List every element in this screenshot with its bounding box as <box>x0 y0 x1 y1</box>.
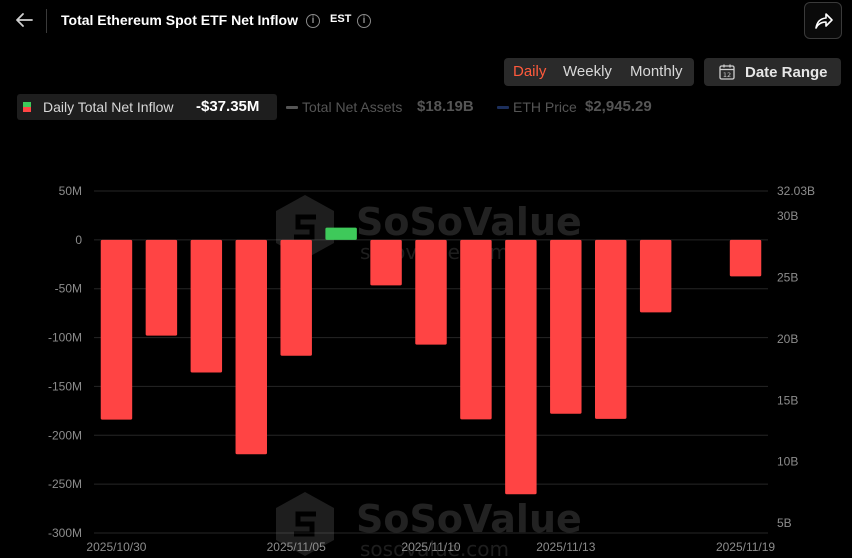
y-tick-label: -100M <box>48 331 82 345</box>
y-axis-right: 32.03B 30B 25B 20B 15B 10B 5B <box>777 184 815 530</box>
watermark-bottom: SoSoValue sosovalue.com <box>276 492 582 558</box>
legend-total-net-assets[interactable]: Total Net Assets $18.19B <box>281 94 487 120</box>
sosovalue-logo-icon <box>276 492 334 556</box>
bar-2025/11/11 <box>460 239 492 420</box>
watermark-brand: SoSoValue <box>356 200 582 244</box>
period-tab-weekly[interactable]: Weekly <box>563 63 612 80</box>
y-tick-label: 50M <box>59 184 82 198</box>
bar-2025/10/31 <box>145 239 178 336</box>
y-right-tick-label: 15B <box>777 393 798 407</box>
bar-2025/11/05 <box>280 239 312 356</box>
bar-2025/11/19 <box>729 239 762 277</box>
watermark-brand: SoSoValue <box>356 497 582 541</box>
date-range-button[interactable]: 12 Date Range <box>704 58 841 86</box>
y-tick-label: -250M <box>48 477 82 491</box>
top-bar: Total Ethereum Spot ETF Net Inflow i EST… <box>0 0 852 42</box>
bar-swatch-icon <box>23 102 31 112</box>
legend-value: $2,945.29 <box>585 98 652 115</box>
bar-2025/11/14 <box>595 239 627 419</box>
share-icon <box>815 13 833 29</box>
legend-label: Daily Total Net Inflow <box>43 99 174 115</box>
y-right-tick-label: 20B <box>777 332 798 346</box>
x-tick-label: 2025/11/10 <box>401 540 460 554</box>
period-tab-monthly[interactable]: Monthly <box>630 63 683 80</box>
legend-value: -$37.35M <box>196 98 260 115</box>
x-tick-label: 2025/11/13 <box>536 540 595 554</box>
legend-label: Total Net Assets <box>302 99 403 115</box>
timezone-info-icon[interactable]: i <box>357 14 371 28</box>
bar-2025/11/03 <box>190 239 223 373</box>
line-swatch-icon <box>286 106 298 109</box>
x-tick-label: 2025/10/30 <box>86 540 146 554</box>
date-range-label: Date Range <box>745 64 828 81</box>
bar-2025/11/17 <box>639 239 672 313</box>
timezone-label: EST <box>330 13 352 25</box>
period-selector: Daily Weekly Monthly <box>504 58 694 86</box>
calendar-day: 12 <box>723 71 731 79</box>
y-tick-label: -300M <box>48 526 82 540</box>
x-tick-label: 2025/11/05 <box>267 540 326 554</box>
line-swatch-icon <box>497 106 509 109</box>
bar-2025/11/10 <box>415 239 447 345</box>
title-info-icon[interactable]: i <box>306 14 320 28</box>
back-button[interactable] <box>12 8 36 32</box>
legend-eth-price[interactable]: ETH Price $2,945.29 <box>492 94 670 120</box>
x-axis: 2025/10/30 2025/11/05 2025/11/10 2025/11/13… <box>86 540 775 554</box>
period-tab-daily[interactable]: Daily <box>513 63 547 80</box>
bar-2025/11/06 <box>325 227 357 240</box>
watermark-domain: sosovalue.com <box>360 537 509 558</box>
legend-daily-net-inflow[interactable]: Daily Total Net Inflow -$37.35M <box>17 94 277 120</box>
bar-2025/11/12 <box>505 239 537 495</box>
arrow-left-icon <box>16 13 33 27</box>
x-tick-label: 2025/11/19 <box>716 540 775 554</box>
bar-2025/11/04 <box>235 239 267 455</box>
y-tick-label: 0 <box>75 233 82 247</box>
page-title: Total Ethereum Spot ETF Net Inflow <box>61 12 298 28</box>
bar-2025/10/30 <box>100 239 133 420</box>
y-tick-label: -50M <box>55 282 82 296</box>
y-right-tick-label: 5B <box>777 516 792 530</box>
legend-value: $18.19B <box>417 98 474 115</box>
bar-2025/11/13 <box>550 239 582 414</box>
share-button[interactable] <box>804 2 842 39</box>
bar-2025/11/07 <box>370 239 402 286</box>
y-tick-label: -200M <box>48 428 82 442</box>
y-tick-label: -150M <box>48 379 82 393</box>
y-right-tick-label: 10B <box>777 455 798 469</box>
header-divider <box>46 9 47 33</box>
legend-label: ETH Price <box>513 99 577 115</box>
y-right-tick-label: 25B <box>777 270 798 284</box>
calendar-icon: 12 <box>719 64 735 80</box>
y-right-tick-label: 30B <box>777 209 798 223</box>
y-right-tick-label: 32.03B <box>777 184 815 198</box>
y-axis-left: 50M 0 -50M -100M -150M -200M -250M -300M <box>48 184 82 540</box>
bars <box>100 227 762 495</box>
